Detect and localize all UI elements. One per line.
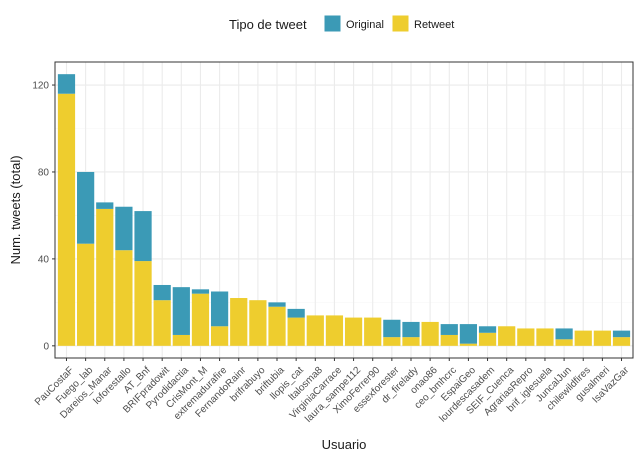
bar-retweet-XimoFerrer90 <box>364 317 382 346</box>
bar-original-loforestallo <box>115 206 133 251</box>
bar-original-BRIFpradowit <box>153 284 171 301</box>
bar-retweet-onao86 <box>421 321 439 346</box>
bar-original-JuncalJun <box>555 328 573 340</box>
y-axis: 0 40 80 120 <box>32 81 55 352</box>
bar-original-briftubia <box>268 302 286 307</box>
bar-retweet-IsaVazGar <box>612 337 631 346</box>
bar-retweet-JuncalJun <box>555 339 573 346</box>
bar-retweet-gusalmeri <box>593 330 611 346</box>
y-tick-label: 80 <box>38 167 50 178</box>
bar-original-Dareios_Manar <box>96 202 114 209</box>
bar-retweet-brif_iglesuela <box>536 328 554 346</box>
bar-retweet-brifrabuyo <box>249 300 267 346</box>
bar-retweet-Dareios_Manar <box>96 208 114 346</box>
bars <box>57 74 631 346</box>
y-tick-label: 120 <box>32 81 49 92</box>
legend-label-original: Original <box>346 19 384 31</box>
bar-original-essexforester <box>383 319 401 338</box>
bar-retweet-briftubia <box>268 306 286 346</box>
bar-retweet-PauCostaF <box>57 93 76 346</box>
legend-key-retweet <box>391 14 410 33</box>
bar-retweet-AgrariasRepro <box>517 328 535 346</box>
bar-retweet-AT_Bnf <box>134 261 152 346</box>
bar-original-AT_Bnf <box>134 211 152 262</box>
bar-original-dr_firelady <box>402 321 420 338</box>
bar-original-PauCostaF <box>57 74 76 94</box>
bar-retweet-dr_firelady <box>402 337 420 346</box>
x-axis: PauCostaFFuego_labDareios_Manarloforesta… <box>33 358 632 425</box>
bar-retweet-SEIF_Cuenca <box>498 326 516 346</box>
bar-retweet-EspaiGeo <box>459 343 478 346</box>
bar-retweet-essexforester <box>383 337 401 346</box>
legend-label-retweet: Retweet <box>414 19 454 31</box>
bar-original-extremadurafire <box>210 291 229 327</box>
bar-original-IsaVazGar <box>612 330 631 338</box>
y-tick-label: 0 <box>43 341 49 352</box>
bar-retweet-CrisMont_M <box>191 293 210 346</box>
bar-retweet-extremadurafire <box>210 326 229 346</box>
bar-retweet-Pyrodidactia <box>172 334 190 346</box>
bar-original-ceo_bmhcrc <box>440 324 458 335</box>
x-axis-title: Usuario <box>322 437 367 452</box>
bar-original-EspaiGeo <box>459 324 478 344</box>
bar-retweet-chilewildfires <box>574 330 592 346</box>
legend-title: Tipo de tweet <box>229 17 307 32</box>
bar-original-Fuego_lab <box>77 171 95 244</box>
y-axis-title: Num. tweets (total) <box>8 155 23 264</box>
bar-retweet-llopis_cat <box>287 317 305 346</box>
bar-original-Pyrodidactia <box>172 287 190 335</box>
bar-retweet-laura_sampe112 <box>344 317 363 346</box>
bar-retweet-BRIFpradowit <box>153 300 171 346</box>
legend-key-original <box>323 14 342 33</box>
bar-original-llopis_cat <box>287 308 305 318</box>
bar-retweet-lourdescasadem <box>478 332 497 346</box>
bar-retweet-VirginiaCarrace <box>325 315 344 346</box>
bar-retweet-ceo_bmhcrc <box>440 334 458 346</box>
bar-retweet-loforestallo <box>115 250 133 346</box>
bar-retweet-ltalosma8 <box>306 315 324 346</box>
bar-retweet-Fuego_lab <box>77 243 95 346</box>
plot-panel-border <box>54 61 634 359</box>
legend: Tipo de tweet Original Retweet <box>229 14 454 33</box>
bar-original-CrisMont_M <box>191 289 210 294</box>
y-tick-label: 40 <box>38 254 50 265</box>
bar-original-lourdescasadem <box>478 326 497 333</box>
bar-retweet-FernandoRainr <box>230 298 248 346</box>
